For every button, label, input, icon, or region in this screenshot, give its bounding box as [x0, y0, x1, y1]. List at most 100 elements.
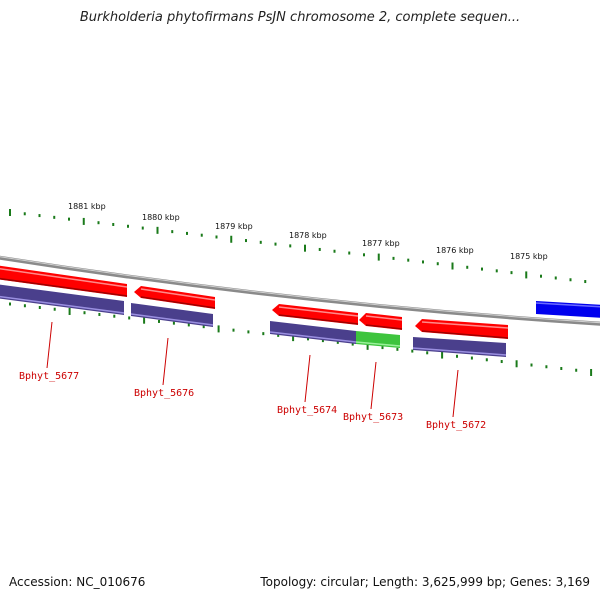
- inner-scale-minor-tick: [575, 368, 578, 372]
- scale-label-1880: 1880 kbp: [142, 213, 180, 222]
- outer-scale-minor-tick: [554, 276, 557, 280]
- inner-scale-minor-tick: [172, 321, 175, 325]
- gene-forward-5673[interactable]: [359, 313, 402, 330]
- inner-scale-minor-tick: [396, 347, 399, 351]
- gene-label-5674[interactable]: Bphyt_5674: [277, 405, 337, 416]
- inner-scale-minor-tick: [187, 323, 190, 327]
- cog-green-highlight: [355, 341, 401, 347]
- outer-scale-minor-tick: [422, 260, 424, 264]
- outer-scale-ticks: [9, 209, 587, 284]
- outer-scale-major-tick: [377, 253, 380, 261]
- outer-scale-minor-tick: [68, 217, 70, 221]
- inner-scale-minor-tick: [158, 319, 160, 323]
- cog-bar-5676[interactable]: [131, 303, 213, 327]
- gene-forward-shadows: [0, 277, 509, 339]
- accession-text: Accession: NC_010676: [9, 575, 146, 589]
- inner-scale-minor-tick: [336, 340, 339, 344]
- inner-scale-minor-tick: [23, 304, 26, 308]
- outer-scale-minor-tick: [392, 256, 395, 260]
- inner-scale-minor-tick: [202, 325, 205, 329]
- inner-scale-minor-tick: [9, 302, 11, 306]
- outer-scale-minor-tick: [200, 233, 203, 237]
- cog-bar-5672[interactable]: [413, 337, 506, 357]
- outer-scale-major-tick: [230, 235, 233, 243]
- inner-scale-minor-tick: [456, 354, 458, 358]
- inner-scale-major-tick: [590, 368, 593, 376]
- gene-label-5673[interactable]: Bphyt_5673: [343, 412, 403, 423]
- outer-scale-minor-tick: [510, 271, 513, 275]
- outer-scale-minor-tick: [407, 258, 410, 262]
- outer-scale-minor-tick: [215, 235, 218, 239]
- scale-label-1875: 1875 kbp: [510, 252, 548, 261]
- outer-scale-minor-tick: [127, 224, 129, 228]
- gene-forward-highlights: [0, 267, 509, 329]
- outer-scale-minor-tick: [540, 274, 542, 278]
- inner-scale-major-tick: [366, 342, 369, 350]
- scale-label-1878: 1878 kbp: [289, 231, 327, 240]
- outer-scale-minor-tick: [584, 280, 587, 284]
- outer-scale-minor-tick: [318, 247, 321, 251]
- cog-bar-5674[interactable]: [270, 321, 356, 344]
- outer-scale-minor-tick: [245, 239, 247, 243]
- scale-label-1881: 1881 kbp: [68, 202, 106, 211]
- gene-reverse-highlight: [535, 302, 600, 308]
- outer-scale-minor-tick: [274, 242, 277, 246]
- gene-forward-5672[interactable]: [415, 319, 508, 339]
- inner-scale-major-tick: [68, 307, 71, 315]
- inner-scale-major-tick: [441, 351, 444, 359]
- outer-scale-minor-tick: [97, 221, 100, 225]
- outer-scale-minor-tick: [171, 230, 174, 234]
- scale-label-1877: 1877 kbp: [362, 239, 400, 248]
- outer-scale-minor-tick: [141, 226, 144, 230]
- gene-label-5677[interactable]: Bphyt_5677: [19, 371, 79, 382]
- outer-scale-minor-tick: [436, 262, 439, 266]
- outer-scale-minor-tick: [38, 214, 41, 218]
- inner-scale-minor-tick: [98, 312, 101, 316]
- inner-scale-minor-tick: [500, 360, 503, 364]
- gene-forward-5676[interactable]: [134, 286, 215, 309]
- inner-scale-minor-tick: [53, 307, 56, 311]
- outer-scale-major-tick: [304, 244, 306, 252]
- outer-scale-major-tick: [525, 271, 528, 279]
- outer-scale-minor-tick: [23, 212, 26, 216]
- outer-scale-minor-tick: [259, 240, 262, 244]
- inner-scale-minor-tick: [470, 356, 473, 360]
- outer-scale-minor-tick: [466, 265, 469, 269]
- outer-scale-minor-tick: [495, 269, 498, 273]
- outer-scale-minor-tick: [112, 222, 115, 226]
- inner-scale-major-tick: [143, 316, 146, 324]
- map-title: Burkholderia phytofirmans PsJN chromosom…: [79, 10, 521, 25]
- inner-scale-minor-tick: [560, 367, 563, 371]
- chromosome-backbone-highlight: [0, 256, 600, 324]
- outer-scale-major-tick: [82, 217, 85, 225]
- inner-scale-minor-tick: [128, 316, 131, 320]
- inner-scale-minor-tick: [247, 330, 250, 334]
- inner-scale-major-tick: [292, 334, 295, 342]
- gene-label-5676[interactable]: Bphyt_5676: [134, 388, 194, 399]
- cog-bar-5677[interactable]: [0, 284, 124, 315]
- inner-scale-minor-tick: [351, 342, 354, 346]
- outer-scale-major-tick: [156, 226, 159, 234]
- scale-label-1876: 1876 kbp: [436, 246, 474, 255]
- outer-scale-minor-tick: [481, 267, 483, 271]
- inner-scale-minor-tick: [83, 311, 86, 315]
- outer-scale-minor-tick: [348, 251, 351, 255]
- inner-scale-minor-tick: [530, 363, 533, 367]
- outer-scale-major-tick: [9, 209, 11, 216]
- inner-scale-ticks: [9, 302, 593, 376]
- inner-scale-minor-tick: [232, 328, 235, 332]
- outer-scale-minor-tick: [53, 215, 56, 219]
- outer-scale-minor-tick: [289, 244, 292, 248]
- inner-scale-minor-tick: [113, 314, 116, 318]
- label-leaders: [46, 321, 459, 418]
- inner-scale-minor-tick: [426, 351, 429, 355]
- outer-scale-minor-tick: [363, 253, 365, 257]
- topology-text: Topology: circular; Length: 3,625,999 bp…: [260, 575, 590, 589]
- inner-scale-minor-tick: [381, 346, 384, 350]
- inner-scale-major-tick: [515, 360, 518, 368]
- scale-label-1879: 1879 kbp: [215, 222, 253, 231]
- inner-scale-minor-tick: [277, 333, 280, 337]
- inner-scale-minor-tick: [545, 365, 548, 369]
- gene-label-5672[interactable]: Bphyt_5672: [426, 420, 486, 431]
